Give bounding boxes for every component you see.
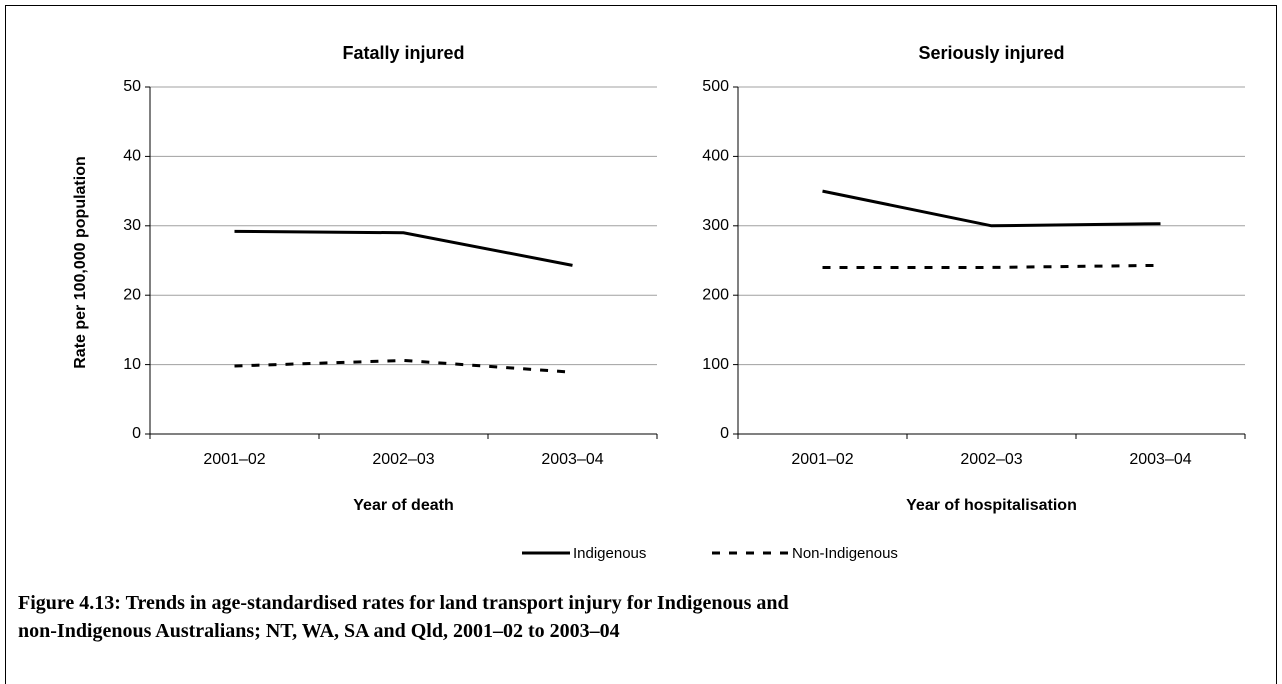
x-axis-label: Year of death [353,497,453,514]
y-tick-label: 10 [123,356,141,373]
y-tick-label: 300 [702,217,729,234]
legend-label: Non-Indigenous [792,545,898,562]
x-tick-label: 2001–02 [203,451,265,468]
caption-line: Figure 4.13: Trends in age-standardised … [18,592,789,614]
series-line [822,189,1161,228]
y-axis-label: Rate per 100,000 population [72,156,89,369]
x-tick-label: 2003–04 [541,451,603,468]
caption-line: non-Indigenous Australians; NT, WA, SA a… [18,620,620,642]
chart-title: Fatally injured [342,43,464,63]
x-tick-label: 2003–04 [1129,451,1191,468]
y-tick-label: 40 [123,148,141,165]
series-line [234,358,573,374]
y-tick-label: 500 [702,78,729,95]
y-tick-label: 200 [702,286,729,303]
y-tick-label: 30 [123,217,141,234]
x-tick-label: 2002–03 [960,451,1022,468]
figure-border [5,5,1277,684]
x-tick-label: 2002–03 [372,451,434,468]
series-line [234,229,573,267]
y-tick-label: 0 [132,425,141,442]
x-axis-label: Year of hospitalisation [906,497,1077,514]
series-line [822,263,1161,269]
chart-title: Seriously injured [918,43,1064,63]
y-tick-label: 400 [702,148,729,165]
y-tick-label: 0 [720,425,729,442]
y-tick-label: 20 [123,286,141,303]
x-tick-label: 2001–02 [791,451,853,468]
y-tick-label: 50 [123,78,141,95]
legend-label: Indigenous [573,545,646,562]
y-tick-label: 100 [702,356,729,373]
